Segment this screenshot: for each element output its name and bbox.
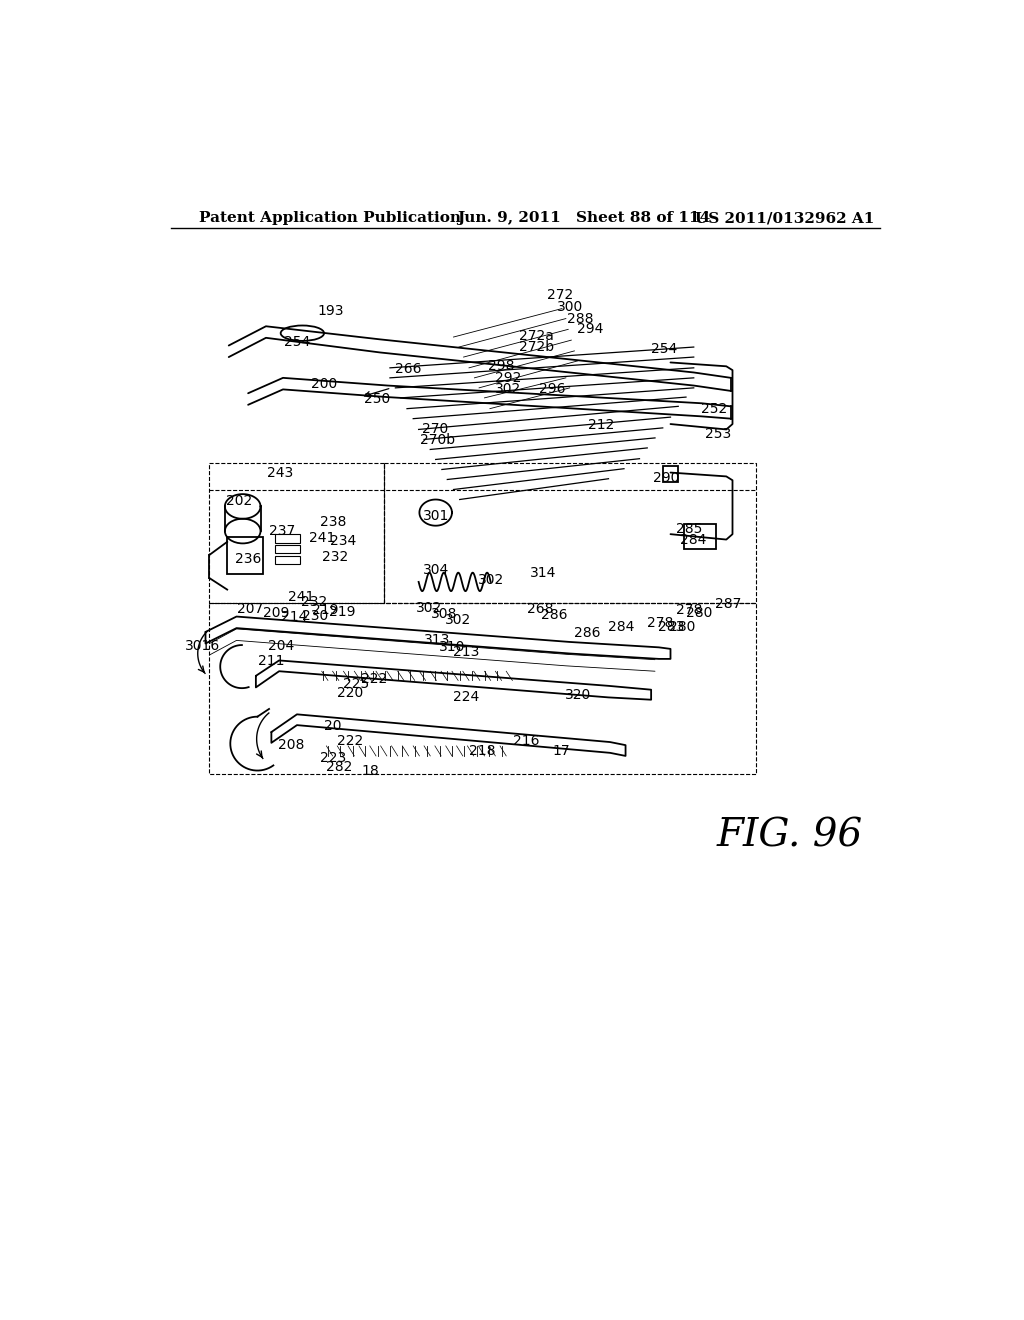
- Text: 278: 278: [647, 615, 674, 630]
- Bar: [684, 524, 716, 549]
- Text: 202: 202: [225, 494, 252, 508]
- Text: 272b: 272b: [519, 341, 554, 354]
- Text: 252: 252: [700, 403, 727, 416]
- Text: 313: 313: [424, 634, 451, 647]
- Bar: [275, 535, 300, 543]
- Text: 280: 280: [669, 620, 695, 635]
- Text: 253: 253: [706, 428, 732, 441]
- Text: 272a: 272a: [519, 329, 554, 342]
- Text: 193: 193: [317, 304, 344, 318]
- Bar: [275, 556, 300, 564]
- Text: 302: 302: [445, 614, 471, 627]
- Text: 287: 287: [716, 597, 741, 611]
- Text: 292: 292: [495, 371, 521, 385]
- Text: 284: 284: [680, 533, 707, 548]
- Text: 211: 211: [258, 655, 285, 668]
- Text: 270b: 270b: [420, 433, 455, 447]
- Text: 302: 302: [417, 601, 442, 615]
- Text: 222: 222: [361, 672, 387, 686]
- Text: 266: 266: [395, 362, 422, 376]
- Text: 224: 224: [453, 690, 479, 705]
- Text: 241: 241: [308, 531, 335, 545]
- Text: 250: 250: [365, 392, 391, 405]
- Text: 219: 219: [330, 605, 356, 619]
- Text: 232: 232: [322, 550, 348, 564]
- Text: 208: 208: [279, 738, 305, 752]
- Text: 3016: 3016: [184, 639, 220, 653]
- Text: 236: 236: [234, 552, 261, 566]
- Text: 298: 298: [488, 359, 515, 374]
- Bar: [227, 537, 263, 574]
- Text: 222: 222: [337, 734, 364, 748]
- Text: Sheet 88 of 114: Sheet 88 of 114: [575, 211, 711, 226]
- Text: FIG. 96: FIG. 96: [717, 817, 863, 854]
- Text: 320: 320: [565, 688, 592, 702]
- Text: 310: 310: [438, 640, 465, 655]
- Text: 280: 280: [686, 606, 713, 620]
- Text: 213: 213: [453, 645, 479, 659]
- Text: 268: 268: [527, 602, 554, 616]
- Text: 200: 200: [311, 378, 337, 391]
- Text: 290: 290: [652, 471, 679, 484]
- Text: 218: 218: [469, 743, 496, 758]
- Text: 302: 302: [495, 383, 521, 396]
- Text: 241: 241: [289, 590, 314, 603]
- Text: 18: 18: [361, 763, 380, 777]
- Text: 302: 302: [478, 573, 505, 587]
- Text: 243: 243: [267, 466, 293, 479]
- Text: 294: 294: [577, 322, 603, 337]
- Text: 304: 304: [423, 564, 449, 577]
- Bar: [663, 466, 678, 482]
- Text: 225: 225: [343, 677, 370, 690]
- Text: 232: 232: [301, 595, 327, 609]
- Text: Patent Application Publication: Patent Application Publication: [200, 211, 461, 226]
- Text: 286: 286: [574, 626, 601, 640]
- Text: 278: 278: [676, 603, 702, 618]
- Text: 301: 301: [423, 508, 449, 523]
- Text: 270: 270: [422, 422, 449, 437]
- Text: 17: 17: [552, 743, 570, 758]
- Text: 282: 282: [327, 760, 352, 774]
- Text: 207: 207: [238, 602, 263, 616]
- Text: 285: 285: [676, 521, 702, 536]
- Text: 283: 283: [658, 619, 684, 634]
- Text: 300: 300: [557, 300, 584, 314]
- Text: 212: 212: [588, 418, 614, 432]
- Text: 20: 20: [324, 719, 341, 733]
- Text: 296: 296: [540, 383, 566, 396]
- Text: 288: 288: [567, 312, 594, 326]
- Text: 237: 237: [269, 524, 295, 539]
- Bar: [275, 545, 300, 553]
- Text: 238: 238: [321, 515, 346, 529]
- Text: 308: 308: [431, 607, 458, 622]
- Text: 230: 230: [302, 609, 329, 623]
- Text: 209: 209: [263, 606, 289, 619]
- Text: 284: 284: [608, 620, 635, 635]
- Text: US 2011/0132962 A1: US 2011/0132962 A1: [695, 211, 874, 226]
- Text: 204: 204: [267, 639, 294, 653]
- Text: 254: 254: [651, 342, 678, 355]
- Text: 219: 219: [311, 603, 338, 616]
- Text: Jun. 9, 2011: Jun. 9, 2011: [458, 211, 561, 226]
- Text: 272: 272: [547, 289, 573, 302]
- Text: 223: 223: [321, 751, 346, 766]
- Text: 314: 314: [530, 566, 557, 579]
- Text: 216: 216: [513, 734, 540, 748]
- Text: 254: 254: [284, 335, 310, 348]
- Text: 214: 214: [281, 610, 307, 623]
- Text: 234: 234: [331, 535, 356, 548]
- Text: 286: 286: [541, 609, 567, 622]
- Text: 220: 220: [337, 686, 364, 700]
